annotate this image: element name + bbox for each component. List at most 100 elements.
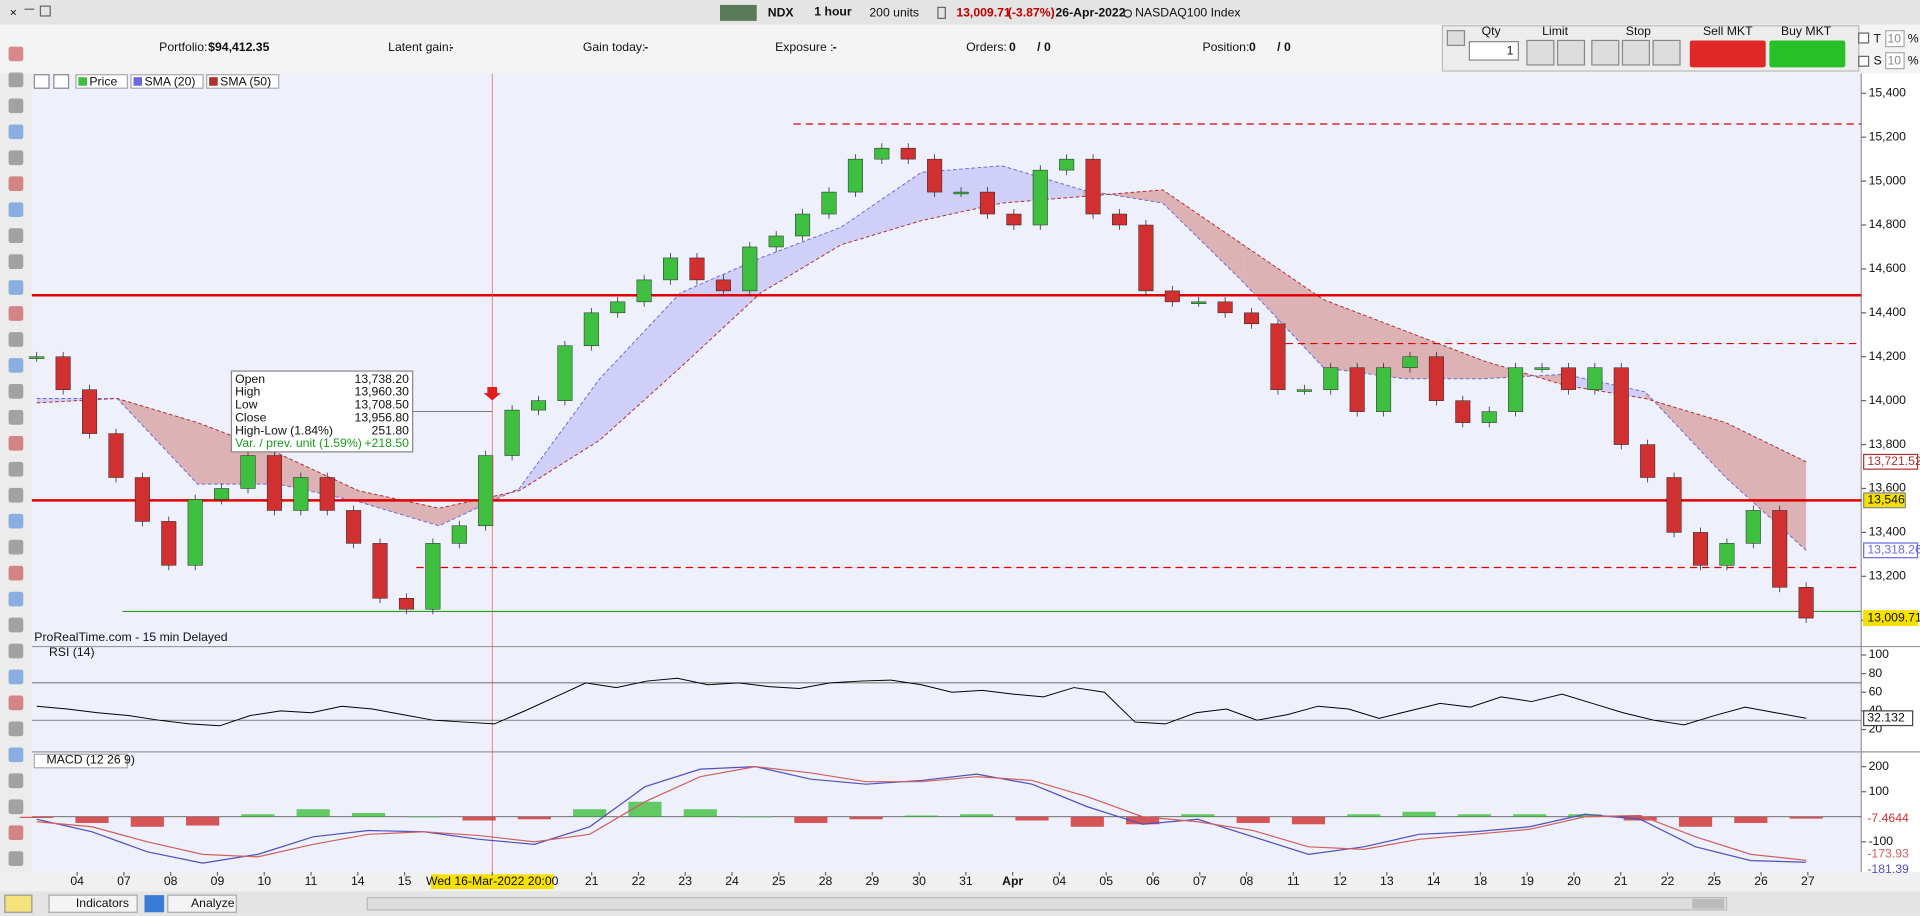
s-input[interactable] <box>1885 52 1905 70</box>
icon[interactable] <box>720 4 757 21</box>
sma-fill <box>1403 330 1485 379</box>
analyze[interactable]: Analyze <box>191 896 235 910</box>
stop-btn[interactable] <box>1621 39 1650 66</box>
value: 0 <box>1009 40 1016 54</box>
candle <box>979 191 995 215</box>
tooltip-label: Var. / prev. unit (1.59%) <box>235 436 362 450</box>
tool-icon[interactable] <box>8 124 24 140</box>
tool-icon[interactable] <box>8 825 24 841</box>
s-checkbox[interactable] <box>1858 55 1870 67</box>
stop-btn[interactable] <box>1652 39 1681 66</box>
t-input[interactable] <box>1885 30 1905 48</box>
plot: 13,00013,20013,40013,60013,80014,00014,2… <box>20 73 1920 890</box>
candle <box>1217 301 1233 314</box>
indicators-button[interactable] <box>48 894 138 913</box>
max-btn[interactable] <box>39 5 51 17</box>
tool-icon[interactable] <box>8 150 24 166</box>
s-pct[interactable]: 10 <box>1887 53 1901 67</box>
candle <box>1798 587 1814 619</box>
t-checkbox[interactable] <box>1858 32 1870 44</box>
scroll-thumb[interactable] <box>1692 898 1725 909</box>
candle <box>1323 367 1339 390</box>
histogram-bar <box>186 816 220 826</box>
tool-icon[interactable] <box>8 643 24 659</box>
qty-input[interactable] <box>1468 41 1519 61</box>
limit-buy[interactable] <box>1526 39 1555 66</box>
tool-icon[interactable] <box>8 669 24 685</box>
tool-icon[interactable] <box>8 306 24 321</box>
candle <box>1349 367 1365 412</box>
tool-icon[interactable] <box>8 410 24 425</box>
sell-button[interactable] <box>1689 40 1766 68</box>
min-btn[interactable] <box>24 8 35 10</box>
x-tick-label: 27 <box>1801 874 1815 888</box>
last-label: 13,546 <box>1867 493 1905 507</box>
symbol[interactable]: NDX <box>768 6 795 20</box>
x-tick-label: 09 <box>211 874 225 888</box>
tool-icon[interactable] <box>8 332 24 347</box>
t-pct[interactable]: 10 <box>1887 31 1901 45</box>
tool-icon[interactable] <box>8 799 24 815</box>
tool-icon[interactable] <box>8 565 24 581</box>
draw-tool[interactable] <box>4 894 33 913</box>
limit-sell[interactable] <box>1556 39 1586 66</box>
y-tick-label: 14,600 <box>1869 261 1907 275</box>
share-button[interactable] <box>144 895 165 913</box>
tooltip-value: 13,708.50 <box>355 398 410 412</box>
tool-icon[interactable] <box>8 384 24 399</box>
zoom-button[interactable] <box>33 74 50 89</box>
tool-icon[interactable] <box>8 773 24 789</box>
tool-icon[interactable] <box>8 358 24 373</box>
analyze-button[interactable] <box>167 894 237 913</box>
candle <box>29 356 45 359</box>
tool-icon[interactable] <box>8 851 24 866</box>
buy-button[interactable] <box>1769 40 1846 68</box>
label: Orders: <box>966 40 1007 54</box>
tool-icon[interactable] <box>8 513 24 529</box>
units[interactable]: 200 units <box>869 6 919 20</box>
icon[interactable] <box>1446 30 1466 46</box>
y-tick-label: 13,400 <box>1869 525 1907 539</box>
tool-icon[interactable] <box>8 539 24 555</box>
tool-icon[interactable] <box>8 254 24 269</box>
tool-icon[interactable] <box>8 695 24 711</box>
panel-title-box <box>33 753 128 769</box>
tool-icon[interactable] <box>8 591 24 607</box>
tool-icon[interactable] <box>8 435 24 451</box>
legend-item[interactable] <box>206 74 280 89</box>
qty[interactable]: 1 <box>1507 44 1514 58</box>
candle <box>82 389 98 434</box>
timeframe[interactable]: 1 hour <box>814 5 852 19</box>
legend-item[interactable] <box>130 74 204 89</box>
legend-item[interactable] <box>75 74 128 89</box>
histogram-bar <box>1015 816 1049 821</box>
scrollbar[interactable] <box>366 896 1728 911</box>
indicators[interactable]: Indicators <box>76 896 129 910</box>
tooltip-value: 13,738.20 <box>355 372 410 386</box>
tool-icon[interactable] <box>8 46 24 62</box>
histogram-bar <box>130 816 164 827</box>
stop-label: Stop <box>1626 24 1651 38</box>
tool-icon[interactable] <box>8 461 24 477</box>
tool-icon[interactable] <box>8 228 24 243</box>
sma-fill <box>1162 189 1244 283</box>
zoom-button[interactable] <box>53 74 70 89</box>
candle <box>689 257 705 281</box>
tool-icon[interactable] <box>8 72 24 88</box>
label: Latent gain: <box>388 40 452 54</box>
close-btn[interactable]: × <box>10 6 17 20</box>
y-tick-label: 100 <box>1869 784 1890 798</box>
tool-icon[interactable] <box>8 98 24 114</box>
tool-icon[interactable] <box>8 202 24 218</box>
tool-icon[interactable] <box>8 721 24 737</box>
tool-icon[interactable] <box>8 617 24 633</box>
stop-btn[interactable] <box>1591 39 1620 66</box>
candle <box>1508 367 1524 412</box>
candle <box>874 147 890 160</box>
tool-icon[interactable] <box>8 280 24 295</box>
sma-fill <box>599 293 681 441</box>
s-label: S <box>1873 53 1881 67</box>
tool-icon[interactable] <box>8 176 24 192</box>
tool-icon[interactable] <box>8 487 24 503</box>
tool-icon[interactable] <box>8 747 24 763</box>
